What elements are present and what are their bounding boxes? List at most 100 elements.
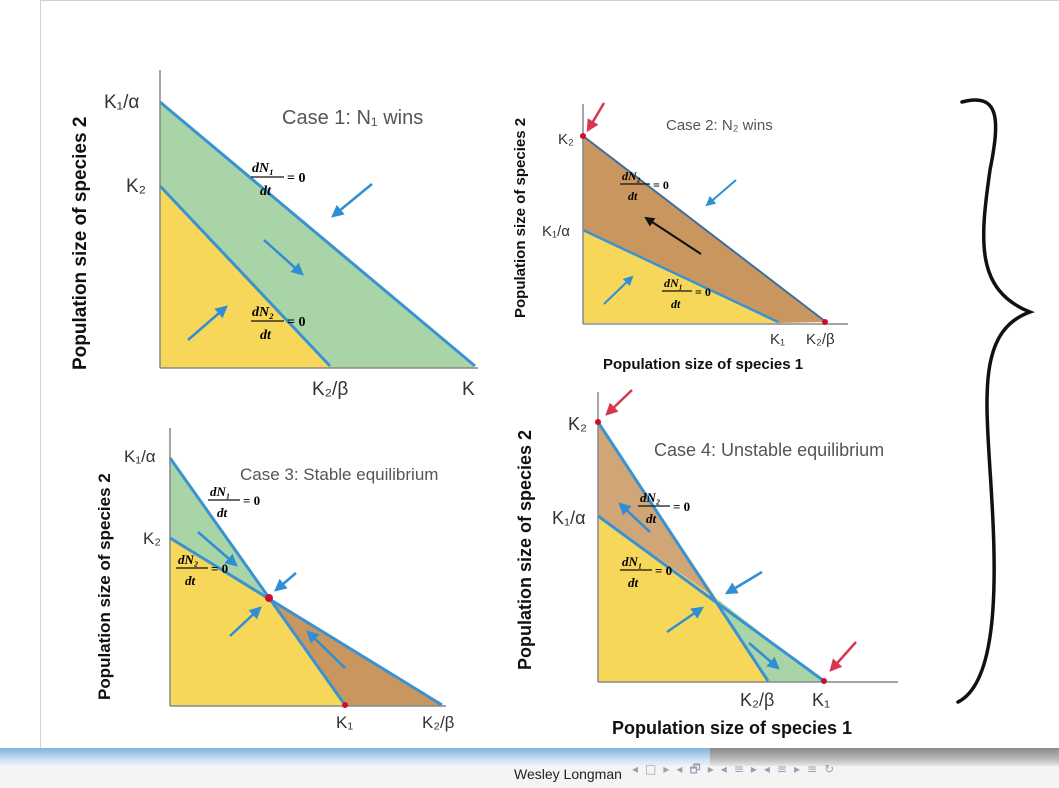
case4-dN1-isocline [597,514,825,683]
case3-arrow-c [229,606,262,637]
svg-text:dt: dt [646,511,657,526]
case2-arrow-b [644,216,702,255]
case1-arrow-c [187,305,228,341]
case4-y-label: Population size of species 2 [515,430,535,670]
case4-red-arrow-top [605,389,633,416]
case3-dN2-isocline [169,536,443,707]
case4-arrow-a [618,502,651,533]
case2-dN2-isocline [582,135,827,323]
case2-k2beta: K₂/β [806,331,835,348]
case4-k2-dot [595,419,601,425]
case2-dN1-dt-label: dN₁ = 0 dt [662,276,711,311]
footer-credit-text: Wesley Longman [514,766,622,782]
case3-arrow-a [197,531,238,567]
footer-progress-left [0,748,710,766]
nav-control-0[interactable]: ◂ [632,762,640,776]
case2-dN2-dt-label: dN₂ = 0 dt [620,169,669,203]
svg-text:= 0: = 0 [655,563,672,578]
case3-yellow-region [170,538,345,706]
case2-panel: Case 2: N₂ wins Population size of speci… [512,102,848,373]
case2-x-label: Population size of species 1 [603,356,803,373]
case2-k1alpha: K₁/α [542,223,570,240]
case1-arrow-b [263,239,304,276]
presentation-footer-bar [0,748,1059,788]
svg-text:dt: dt [260,184,272,199]
case3-arrow-b [274,572,297,592]
svg-text:dN₂: dN₂ [178,552,198,567]
case4-yellow-region [598,516,768,682]
svg-text:dN₂: dN₂ [640,490,660,505]
case3-dN1-dt-label: dN₁ = 0 dt [208,484,260,520]
case4-k1alpha: K₁/α [552,508,586,528]
svg-text:dN₁: dN₁ [210,484,230,499]
case1-arrow-a [331,183,373,218]
case3-dN2-dt-label: dN₂ = 0 dt [176,552,228,588]
case4-k2beta: K₂/β [740,690,774,710]
svg-text:dN₁: dN₁ [252,161,274,176]
footer-progress-right [710,748,1059,766]
nav-control-13[interactable]: ↻ [824,762,836,776]
nav-control-7[interactable]: ≡ [733,762,745,776]
nav-control-8[interactable]: ▸ [750,762,758,776]
nav-control-9[interactable]: ◂ [763,762,771,776]
nav-control-3[interactable]: ◂ [676,762,684,776]
case1-dN1-dt-label: dN₁ = 0 dt [251,161,305,199]
case4-k2: K₂ [568,414,587,434]
nav-control-2[interactable]: ▸ [663,762,671,776]
case2-k1: K₁ [770,331,785,348]
case2-arrow-a [705,179,737,207]
case3-y-label: Population size of species 2 [95,473,114,700]
case2-k2-dot [580,133,586,139]
slide-border-left [40,0,41,760]
case4-red-arrow-bottom [829,641,857,672]
nav-control-6[interactable]: ◂ [720,762,728,776]
case4-k1-dot [821,678,827,684]
nav-control-10[interactable]: ≡ [776,762,788,776]
nav-control-5[interactable]: ▸ [707,762,715,776]
handdrawn-curly-brace [956,98,1035,704]
svg-text:dt: dt [671,297,681,311]
case3-arrow-d [306,630,346,669]
nav-control-12[interactable]: ≡ [807,762,819,776]
case3-k1alpha: K₁/α [124,447,156,466]
case1-panel: Case 1: N₁ wins Population size of speci… [70,70,478,400]
case1-dN2-isocline [158,184,332,368]
svg-text:dt: dt [628,575,639,590]
case4-dN2-isocline [596,421,770,682]
case3-panel: Case 3: Stable equilibrium Population si… [95,428,455,764]
case3-dN1-isocline [168,457,347,706]
footer-background [0,766,1059,788]
svg-text:dN₂: dN₂ [622,169,641,183]
nav-control-4[interactable]: 🗗 [689,762,702,776]
case3-k2: K₂ [143,529,161,548]
case1-k1alpha: K₁/α [104,92,139,113]
svg-text:dt: dt [628,189,638,203]
case4-panel: Case 4: Unstable equilibrium Population … [515,389,898,738]
case4-arrow-c [666,606,705,634]
beamer-navigation-controls[interactable]: ◂ □ ▸ ◂ 🗗 ▸ ◂ ≡ ▸ ◂ ≡ ▸ ≡ ↻ [632,760,841,781]
case1-y-label: Population size of species 2 [70,117,91,370]
svg-text:= 0: = 0 [653,178,669,192]
case4-arrow-d [748,642,780,670]
slide-border-top [40,0,1059,1]
svg-text:= 0: = 0 [673,499,690,514]
svg-text:dN₂: dN₂ [252,305,274,320]
case1-k2: K₂ [126,176,146,197]
case4-k1: K₁ [812,690,830,710]
svg-text:dN₁: dN₁ [664,276,683,290]
case1-dN2-dt-label: dN₂ = 0 dt [251,305,305,343]
case1-title: Case 1: N₁ wins [282,107,423,129]
case2-y-label: Population size of species 2 [512,118,529,318]
case1-k2beta: K₂/β [312,379,348,400]
svg-text:= 0: = 0 [695,285,711,299]
case3-k1: K₁ [336,713,353,732]
case4-x-label: Population size of species 1 [612,718,852,738]
case3-equilibrium-dot [265,594,273,602]
svg-text:= 0: = 0 [211,561,228,576]
case2-red-arrow [586,102,606,133]
case4-dN2-dt-label: dN₂ = 0 dt [638,490,690,526]
nav-control-1[interactable]: □ [645,762,658,776]
nav-control-11[interactable]: ▸ [793,762,801,776]
case2-arrow-c [603,275,634,305]
svg-text:= 0: = 0 [287,171,305,186]
